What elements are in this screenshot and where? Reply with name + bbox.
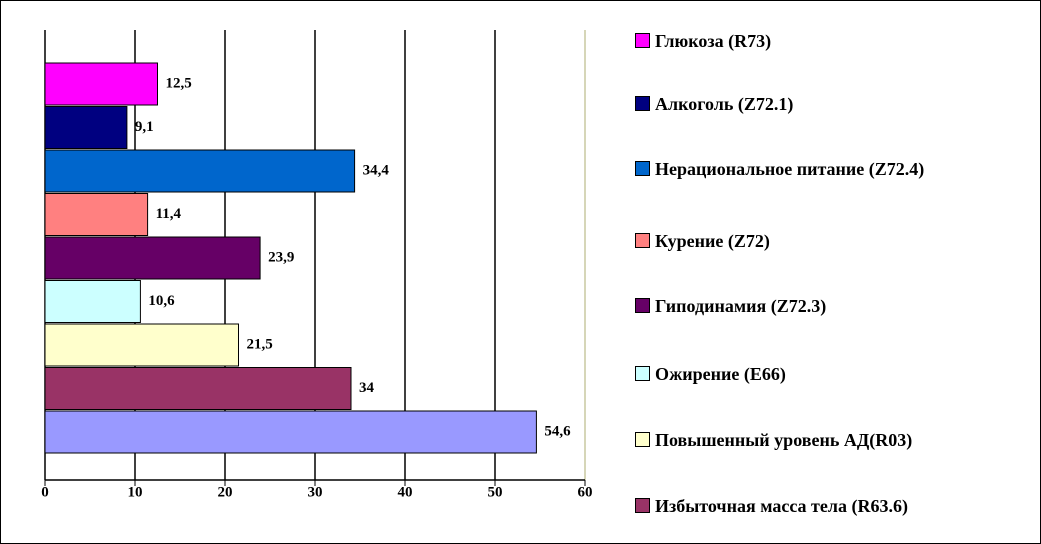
data-label: 12,5 <box>166 75 192 91</box>
legend-entry: Избыточная масса тела (R63.6) <box>635 495 908 518</box>
data-label: 11,4 <box>156 206 182 222</box>
x-tick-label: 40 <box>398 484 413 500</box>
legend-entry: Глюкоза (R73) <box>635 30 771 53</box>
bar <box>44 323 239 367</box>
legend-entry: Курение (Z72) <box>635 230 770 253</box>
legend-swatch <box>635 96 650 111</box>
bar <box>44 410 537 454</box>
legend-entry: Повышенный уровень АД(R03) <box>635 429 912 452</box>
legend-swatch <box>635 298 650 313</box>
data-label: 10,6 <box>148 293 175 309</box>
x-tick-label: 30 <box>308 484 323 500</box>
legend-swatch <box>635 498 650 513</box>
legend-label: Курение (Z72) <box>655 231 770 251</box>
data-label: 34 <box>359 380 375 396</box>
x-tick-label: 50 <box>488 484 503 500</box>
data-label: 23,9 <box>268 249 294 265</box>
data-label: 9,1 <box>135 119 154 135</box>
data-label: 34,4 <box>363 162 390 178</box>
legend-label: Избыточная масса тела (R63.6) <box>655 496 908 516</box>
legend-swatch <box>635 233 650 248</box>
bar <box>44 149 356 193</box>
bar <box>44 280 141 323</box>
bar <box>44 62 158 106</box>
legend-label: Нерациональное питание (Z72.4) <box>655 159 925 179</box>
bar <box>44 236 261 280</box>
bar <box>44 367 352 410</box>
data-label: 54,6 <box>544 423 571 439</box>
legend-swatch <box>635 366 650 381</box>
legend-swatch <box>635 432 650 447</box>
legend: Глюкоза (R73) Алкоголь (Z72.1) Нерациональ… <box>635 0 1041 544</box>
bar <box>44 193 149 236</box>
x-tick-label: 60 <box>578 484 593 500</box>
legend-label: Алкоголь (Z72.1) <box>655 94 794 114</box>
legend-entry: Нерациональное питание (Z72.4) <box>635 158 924 181</box>
legend-label: Глюкоза (R73) <box>655 31 772 51</box>
legend-swatch <box>635 33 650 48</box>
x-tick-label: 20 <box>218 484 233 500</box>
legend-entry: Ожирение (E66) <box>635 363 786 386</box>
data-label: 21,5 <box>247 336 273 352</box>
legend-entry: Алкоголь (Z72.1) <box>635 93 793 116</box>
legend-swatch <box>635 161 650 176</box>
bar <box>44 106 128 149</box>
x-tick-label: 0 <box>41 484 49 500</box>
chart: 0 10 20 30 40 50 60 12,5 9,1 34,4 11,4 23,9 10,6 21,5… <box>41 30 593 500</box>
x-tick-label: 10 <box>128 484 143 500</box>
legend-label: Гиподинамия (Z72.3) <box>655 296 827 316</box>
legend-entry: Гиподинамия (Z72.3) <box>635 295 826 318</box>
legend-label: Ожирение (E66) <box>655 364 786 384</box>
legend-label: Повышенный уровень АД(R03) <box>655 430 913 450</box>
